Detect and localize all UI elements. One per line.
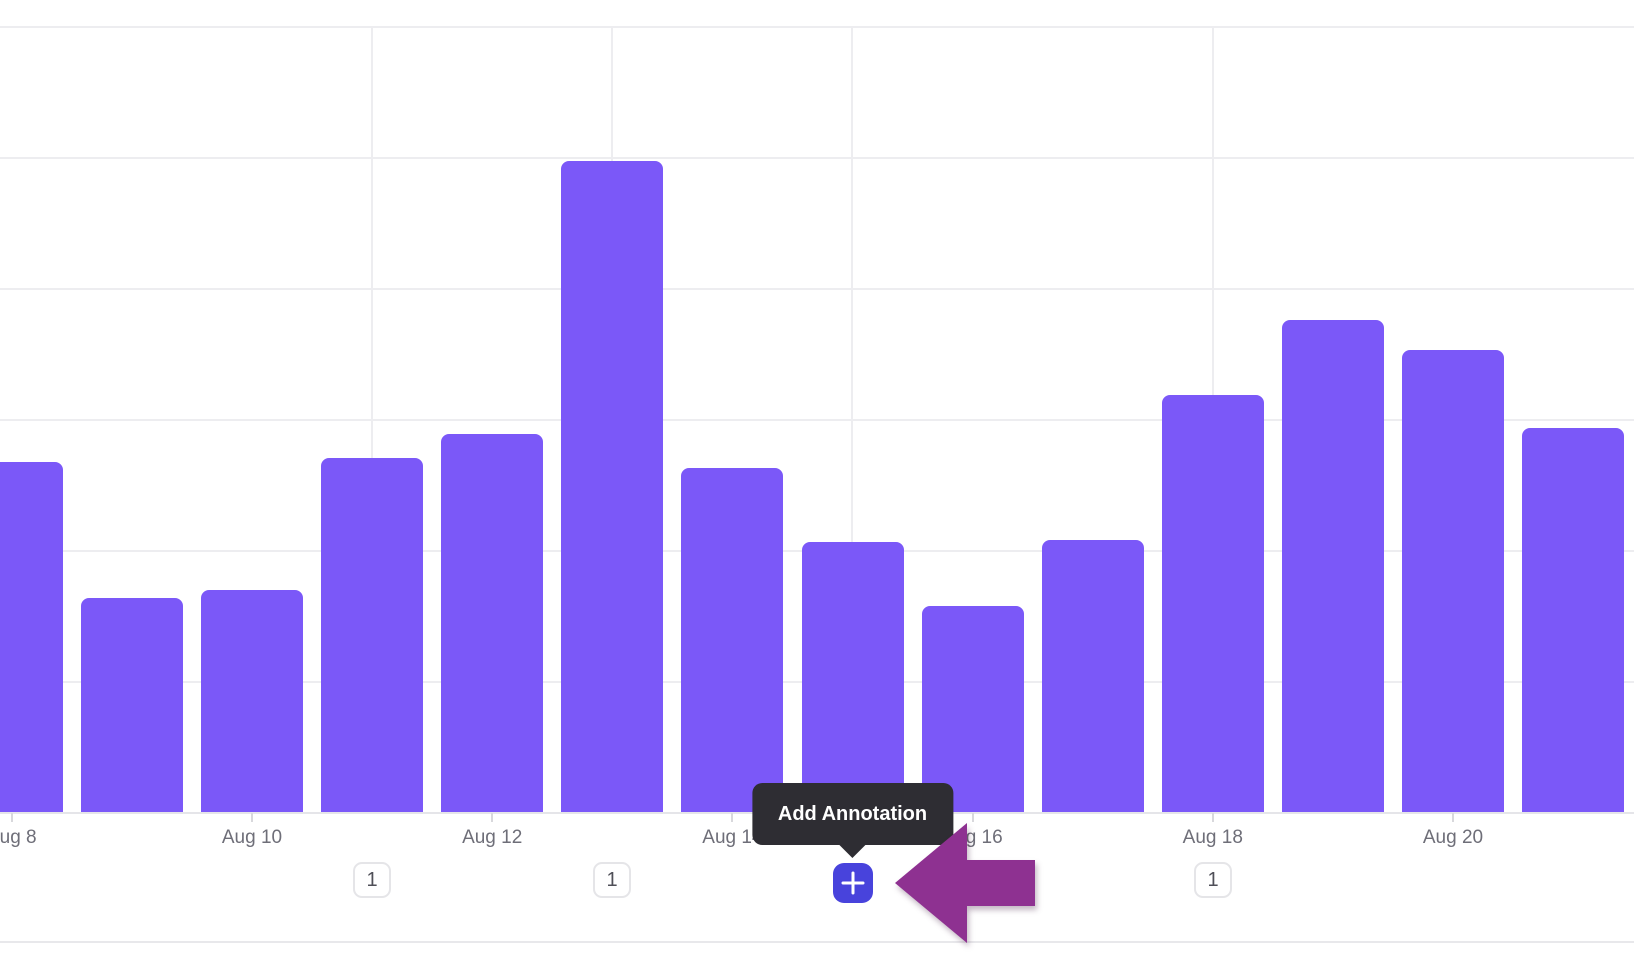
x-axis-tick — [1452, 813, 1454, 822]
x-axis-label: Aug 10 — [221, 827, 283, 848]
x-axis-tick — [971, 813, 974, 822]
x-axis-label: Aug 12 — [462, 827, 523, 848]
x-axis-label: Aug 8 — [0, 827, 37, 848]
bottom-separator-line — [0, 941, 1634, 943]
annotation-count-badge[interactable]: 1 — [1194, 862, 1232, 898]
x-axis-label: Aug 20 — [1422, 827, 1484, 848]
x-axis-tick — [491, 813, 494, 822]
horizontal-gridline — [0, 419, 1634, 421]
vertical-gridline — [851, 26, 853, 812]
vertical-gridline — [371, 26, 373, 812]
add-annotation-tooltip: Add Annotation — [751, 783, 954, 858]
bar-aug-15[interactable] — [801, 542, 904, 812]
add-annotation-tooltip-label: Add Annotation — [777, 802, 928, 825]
bar-aug-16[interactable] — [921, 606, 1024, 812]
plus-icon — [841, 871, 864, 895]
horizontal-gridline — [0, 157, 1634, 159]
bar-aug-14[interactable] — [681, 468, 784, 812]
bar-aug-20[interactable] — [1402, 350, 1504, 812]
tooltip-caret — [839, 845, 866, 858]
bar-aug-12[interactable] — [441, 434, 544, 812]
bar-aug-19[interactable] — [1281, 320, 1384, 812]
add-annotation-button[interactable] — [832, 863, 873, 903]
horizontal-gridline — [0, 288, 1634, 290]
x-axis-label: Aug 14 — [702, 827, 763, 848]
x-axis-label: Aug 18 — [1182, 827, 1243, 848]
bar-aug-18[interactable] — [1161, 395, 1264, 812]
bar-aug-10[interactable] — [201, 590, 303, 812]
annotation-count-badge[interactable]: 1 — [593, 862, 631, 898]
bar-aug-17[interactable] — [1041, 540, 1144, 812]
bar-aug-13[interactable] — [561, 161, 664, 812]
x-axis-tick — [10, 813, 13, 822]
horizontal-gridline — [0, 26, 1634, 28]
x-axis-tick — [1211, 813, 1214, 822]
annotation-count-badge[interactable]: 1 — [353, 862, 391, 898]
bar-aug-9[interactable] — [80, 598, 183, 812]
bar-aug-11[interactable] — [321, 458, 424, 812]
bar-aug-8[interactable] — [0, 462, 63, 812]
x-axis-tick — [731, 813, 734, 822]
x-axis-tick — [251, 813, 253, 822]
bar-aug-21[interactable] — [1522, 428, 1625, 812]
